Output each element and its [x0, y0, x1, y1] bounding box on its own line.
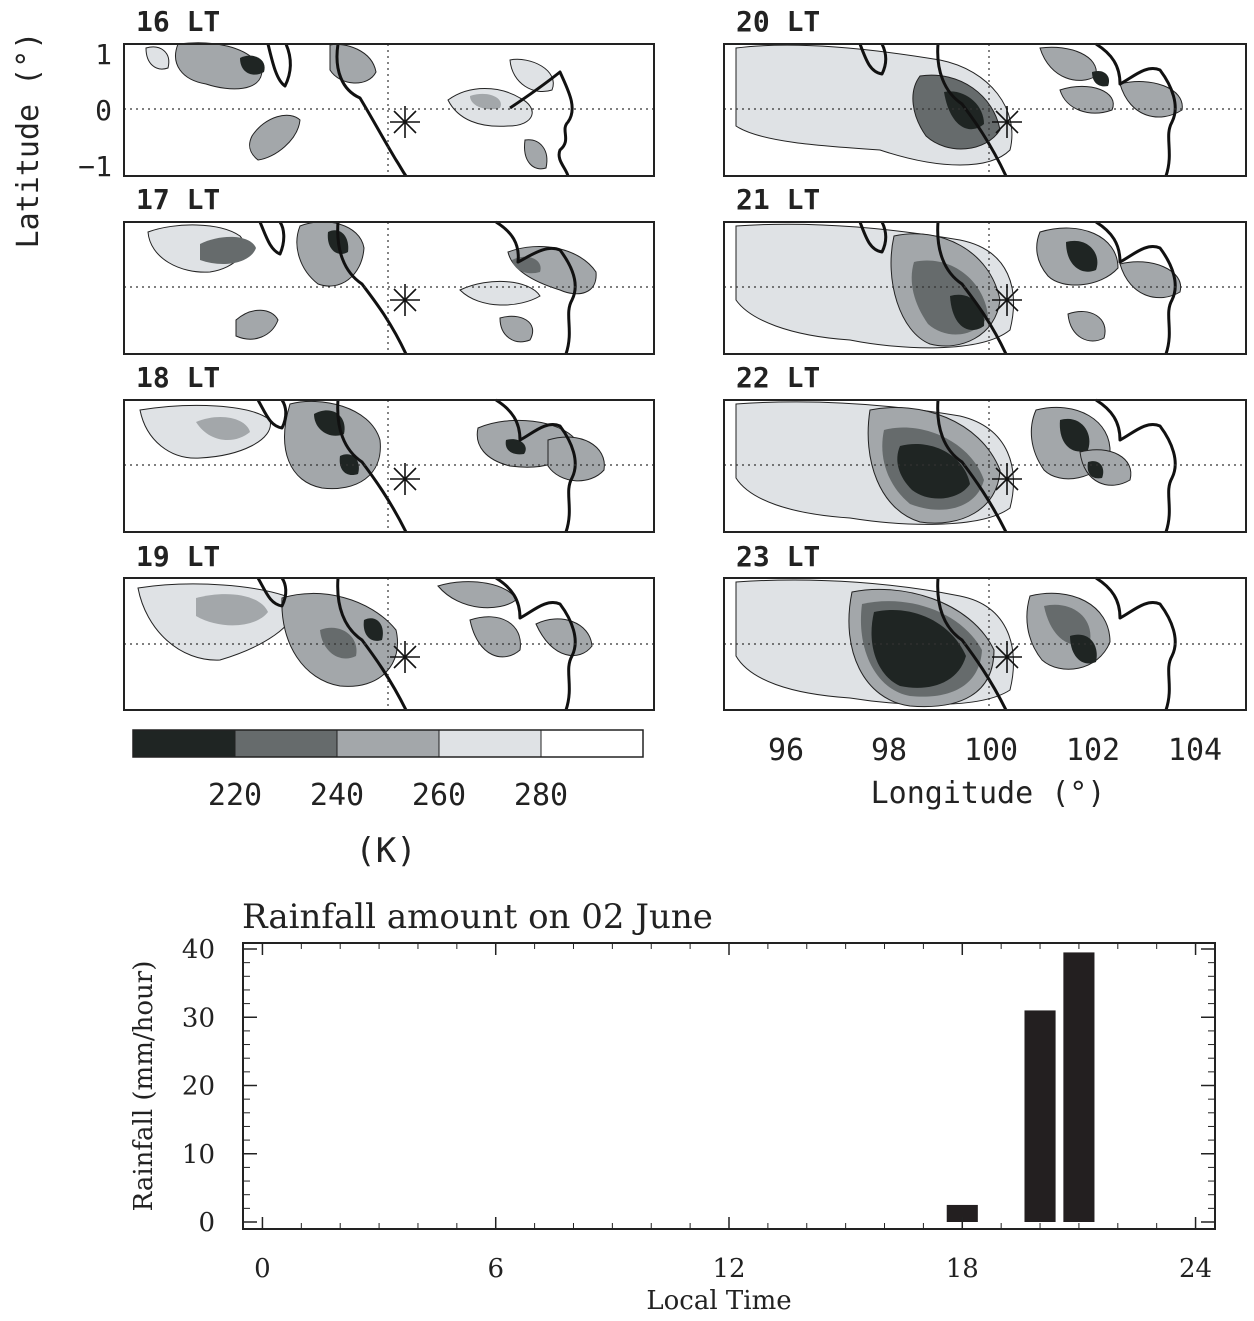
panel-label: 18 LT	[136, 361, 220, 394]
panel-label: 17 LT	[136, 183, 220, 216]
x-tick-label: 0	[254, 1254, 271, 1284]
cloud-blobs	[147, 221, 597, 343]
y-tick-label: 0	[198, 1208, 215, 1238]
x-tick-label: 6	[487, 1254, 504, 1284]
cloud-blobs	[735, 579, 1111, 708]
x-tick-label: 12	[712, 1254, 745, 1284]
coastline	[256, 399, 288, 430]
lon-tick-label: 102	[1066, 733, 1120, 768]
y-axis-label: Rainfall (mm/hour)	[129, 961, 159, 1212]
colorbar-tick: 260	[412, 778, 466, 813]
map-panel-23lt: 23 LT	[723, 540, 1247, 711]
coastline	[1095, 398, 1177, 533]
coastline	[266, 43, 292, 88]
map-panel-17lt: 17 LT	[123, 183, 655, 355]
coastline	[495, 220, 577, 355]
coastline	[1095, 576, 1177, 711]
coastline	[936, 221, 1008, 355]
panel-label: 23 LT	[736, 540, 820, 573]
lon-tick-label: 100	[964, 733, 1018, 768]
x-axis-label: Local Time	[646, 1286, 791, 1316]
coastline	[335, 43, 408, 177]
latitude-axis: Latitude (°) 1 0 −1	[11, 32, 112, 249]
panel-label: 16 LT	[136, 5, 220, 38]
colorbar-swatch	[540, 729, 644, 758]
site-marker-icon	[992, 641, 1022, 673]
colorbar-swatches	[132, 729, 644, 758]
lon-tick-label: 96	[768, 733, 804, 768]
coastline	[495, 576, 577, 711]
coastline	[336, 221, 408, 355]
colorbar-unit: (K)	[355, 831, 416, 871]
lat-tick-label: 0	[95, 94, 112, 127]
cloud-blobs	[735, 401, 1132, 525]
chart-title: Rainfall amount on 02 June	[242, 897, 713, 937]
coastline	[858, 43, 888, 76]
latitude-axis-label: Latitude (°)	[11, 32, 46, 249]
cloud-blobs	[735, 223, 1182, 349]
cloud-blobs	[735, 44, 1183, 166]
cloud-blobs	[137, 581, 593, 687]
coastline	[936, 399, 1008, 533]
map-panel-18lt: 18 LT	[123, 361, 655, 533]
x-tick-label: 24	[1179, 1254, 1212, 1284]
site-marker-icon	[992, 106, 1022, 138]
coastline	[256, 577, 288, 608]
map-panel-19lt: 19 LT	[123, 540, 655, 711]
coastline	[858, 221, 888, 254]
panel-label: 22 LT	[736, 361, 820, 394]
site-marker-icon	[390, 641, 420, 673]
lon-tick-label: 104	[1168, 733, 1222, 768]
coastline	[1095, 42, 1177, 177]
site-marker-icon	[390, 463, 420, 495]
coastline	[336, 399, 408, 533]
bar	[946, 1204, 978, 1222]
map-panel-21lt: 21 LT	[723, 183, 1247, 355]
site-marker-icon	[390, 284, 420, 316]
coastline	[936, 43, 1008, 177]
lat-tick-label: −1	[78, 150, 112, 183]
colorbar-swatch	[132, 729, 236, 758]
map-panel-16lt: 16 LT	[123, 5, 655, 177]
site-marker-icon	[992, 284, 1022, 316]
y-tick-label: 10	[182, 1140, 215, 1170]
coastline	[509, 70, 574, 177]
map-panel-22lt: 22 LT	[723, 361, 1247, 533]
longitude-axis: 96 98 100 102 104 Longitude (°)	[768, 733, 1222, 811]
y-tick-label: 40	[182, 935, 215, 965]
lon-tick-label: 98	[871, 733, 907, 768]
colorbar: 220 240 260 280 (K)	[132, 729, 644, 871]
colorbar-swatch	[336, 729, 440, 758]
y-tick-label: 20	[182, 1072, 215, 1102]
map-panel-20lt: 20 LT	[723, 5, 1247, 177]
coastline	[336, 577, 408, 711]
x-tick-label: 18	[946, 1254, 979, 1284]
colorbar-tick: 220	[208, 778, 262, 813]
bar	[1024, 1010, 1056, 1222]
coastline	[258, 221, 286, 256]
panel-label: 21 LT	[736, 183, 820, 216]
longitude-axis-label: Longitude (°)	[871, 776, 1106, 811]
coastline	[495, 398, 577, 533]
rainfall-chart: Rainfall amount on 02 June Rainfall (mm/…	[129, 897, 1216, 1316]
lat-tick-label: 1	[95, 38, 112, 71]
site-marker-icon	[992, 463, 1022, 495]
coastline	[1095, 220, 1177, 355]
colorbar-tick: 280	[514, 778, 568, 813]
panel-label: 20 LT	[736, 5, 820, 38]
bars	[946, 952, 1095, 1222]
panel-label: 19 LT	[136, 540, 220, 573]
colorbar-tick: 240	[310, 778, 364, 813]
y-tick-label: 30	[182, 1003, 215, 1033]
cloud-blobs	[145, 42, 554, 170]
coastline	[936, 577, 1008, 711]
colorbar-swatch	[438, 729, 542, 758]
site-marker-icon	[390, 106, 420, 138]
colorbar-swatch	[234, 729, 338, 758]
plot-frame	[242, 942, 1216, 1230]
bar	[1063, 952, 1095, 1222]
axis-ticks: 0 6 12 18 24 0 10 20 30 40	[182, 935, 1215, 1284]
